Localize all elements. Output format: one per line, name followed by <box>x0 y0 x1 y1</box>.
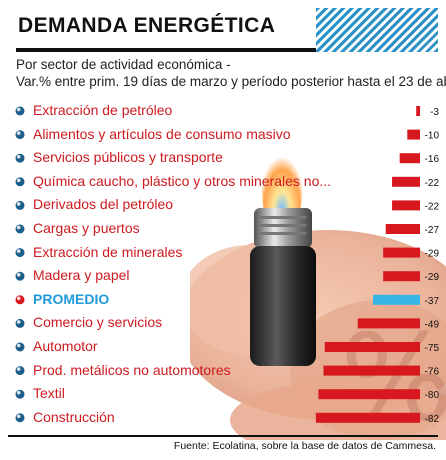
value-label: -10 <box>425 131 440 142</box>
average-bar <box>373 294 420 305</box>
bar <box>383 271 420 282</box>
header: DEMANDA ENERGÉTICA <box>8 8 438 52</box>
category-label-average: PROMEDIO <box>33 290 110 307</box>
category-label: Química caucho, plástico y otros mineral… <box>33 172 332 189</box>
value-label: -22 <box>425 201 440 212</box>
value-label: -75 <box>425 343 440 354</box>
category-label: Alimentos y artículos de consumo masivo <box>33 125 291 142</box>
value-label: -27 <box>425 225 440 236</box>
category-label: Extracción de minerales <box>33 243 183 260</box>
value-label: -80 <box>425 390 440 401</box>
row-bullet-icon <box>15 366 25 376</box>
value-label: -49 <box>425 319 440 330</box>
row-bullet-icon <box>15 177 25 187</box>
bar <box>399 153 420 164</box>
row-bullet-icon <box>15 153 25 163</box>
bar <box>383 247 420 258</box>
value-label: -37 <box>425 296 440 307</box>
row-bullet-icon <box>15 389 25 399</box>
row-bullet-icon <box>15 224 25 234</box>
row-bullet-icon <box>15 271 25 281</box>
value-label: -29 <box>425 249 440 260</box>
bar <box>392 200 420 211</box>
category-label: Prod. metálicos no automotores <box>33 361 231 378</box>
chart-subtitle-line-1: Por sector de actividad económica - <box>16 57 231 72</box>
value-label: -29 <box>425 272 440 283</box>
category-label: Comercio y servicios <box>33 314 163 331</box>
value-label: -22 <box>425 178 440 189</box>
row-bullet-icon <box>15 318 25 328</box>
bar <box>392 176 420 187</box>
row-bullet-icon <box>15 342 25 352</box>
value-label: -16 <box>425 154 440 165</box>
category-label: Madera y papel <box>33 267 130 284</box>
row-bullet-icon <box>15 248 25 258</box>
row-bullet-icon <box>15 413 25 423</box>
category-label: Textil <box>33 385 65 402</box>
category-label: Cargas y puertos <box>33 220 140 236</box>
row-bullet-icon <box>15 130 25 140</box>
bar <box>357 318 420 329</box>
chart-title: DEMANDA ENERGÉTICA <box>18 14 276 37</box>
bar <box>416 106 420 116</box>
value-label: -3 <box>430 107 439 118</box>
row-bullet-icon <box>15 200 25 210</box>
bar <box>407 129 420 140</box>
value-label: -76 <box>425 367 440 378</box>
title-underline <box>16 48 324 52</box>
decorative-stripes <box>316 8 438 52</box>
bar <box>385 224 420 234</box>
category-label: Extracción de petróleo <box>33 102 173 118</box>
category-label: Construcción <box>33 408 115 425</box>
footer-rule <box>8 435 438 437</box>
bar <box>324 342 420 352</box>
source-note: Fuente: Ecolatina, sobre la base de dato… <box>173 440 436 452</box>
row-bullet-icon <box>15 106 25 116</box>
chart-subtitle-line-2: Var.% entre prim. 19 días de marzo y per… <box>16 74 446 89</box>
category-label: Servicios públicos y transporte <box>33 149 223 166</box>
bar <box>318 389 420 400</box>
category-label: Automotor <box>33 338 98 354</box>
value-label: -82 <box>425 414 440 425</box>
bar <box>315 412 420 423</box>
bar <box>323 365 420 376</box>
category-label: Derivados del petróleo <box>33 196 174 213</box>
row-bullet-icon <box>15 295 25 305</box>
